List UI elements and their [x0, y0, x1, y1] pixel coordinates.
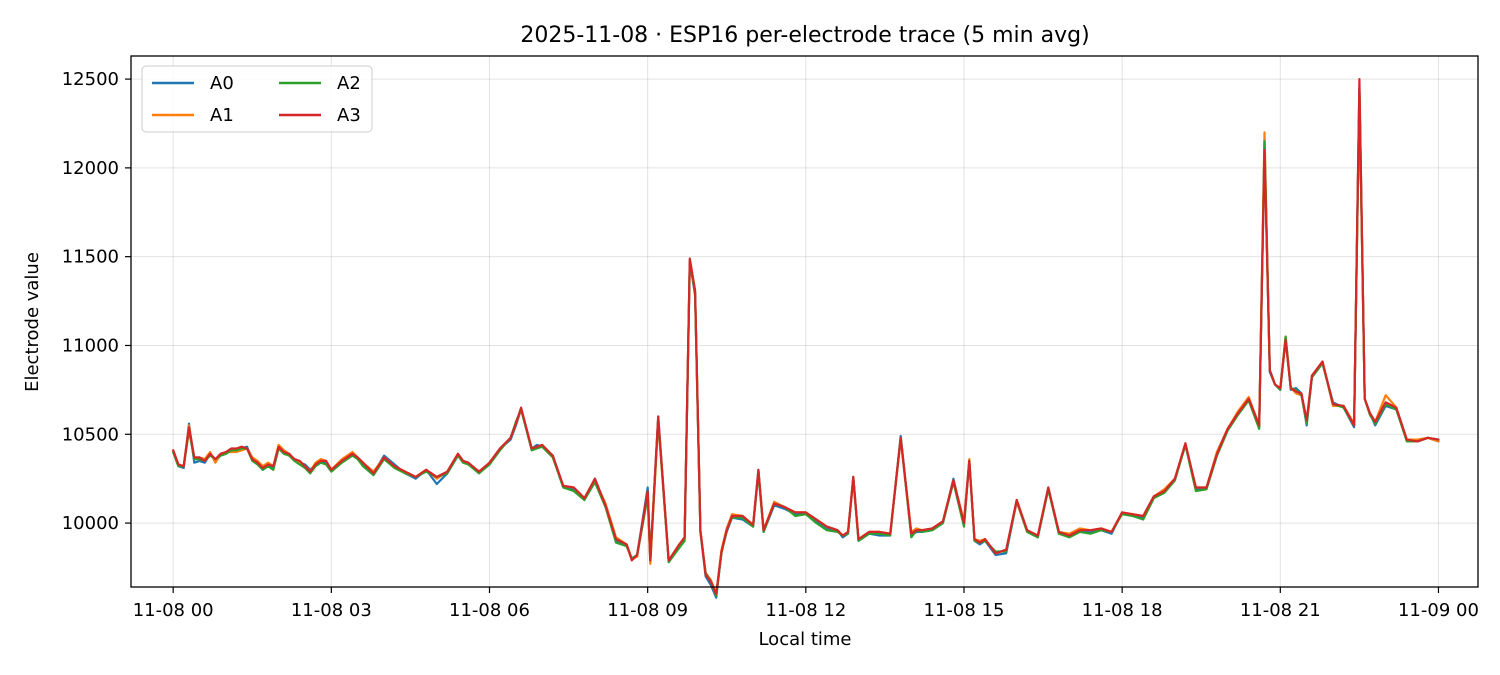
x-tick-label: 11-08 15 — [924, 600, 1005, 621]
legend-label-a3: A3 — [337, 105, 361, 126]
legend: A0 A1 A2 A3 — [141, 65, 373, 133]
x-tick-label: 11-08 18 — [1082, 600, 1163, 621]
series-layer — [172, 77, 1440, 599]
legend-label-a2: A2 — [337, 73, 361, 94]
y-tick-label: 12500 — [62, 69, 119, 90]
x-tick-label: 11-08 00 — [133, 600, 214, 621]
chart-title: 2025-11-08 · ESP16 per-electrode trace (… — [520, 23, 1089, 48]
y-tick-label: 11000 — [62, 335, 119, 356]
x-tick-label: 11-08 06 — [449, 600, 530, 621]
x-tick-label: 11-08 03 — [291, 600, 372, 621]
x-tick-label: 11-08 09 — [607, 600, 688, 621]
x-tick-label: 11-08 21 — [1240, 600, 1321, 621]
series-line-a3 — [172, 77, 1440, 596]
legend-label-a1: A1 — [210, 105, 234, 126]
x-tick-label: 11-09 00 — [1398, 600, 1479, 621]
x-tick-label: 11-08 12 — [765, 600, 846, 621]
y-axis-label: Electrode value — [22, 252, 43, 392]
y-tick-label: 12000 — [62, 158, 119, 179]
x-axis-label: Local time — [758, 629, 851, 650]
plot-frame — [130, 55, 1479, 588]
axis-ticks: 11-08 00 11-08 03 11-08 06 11-08 09 11-08 12… — [62, 69, 1479, 621]
y-tick-label: 11500 — [62, 247, 119, 268]
legend-label-a0: A0 — [210, 73, 234, 94]
grid — [131, 56, 1478, 587]
y-tick-label: 10500 — [62, 424, 119, 445]
y-tick-label: 10000 — [62, 513, 119, 534]
